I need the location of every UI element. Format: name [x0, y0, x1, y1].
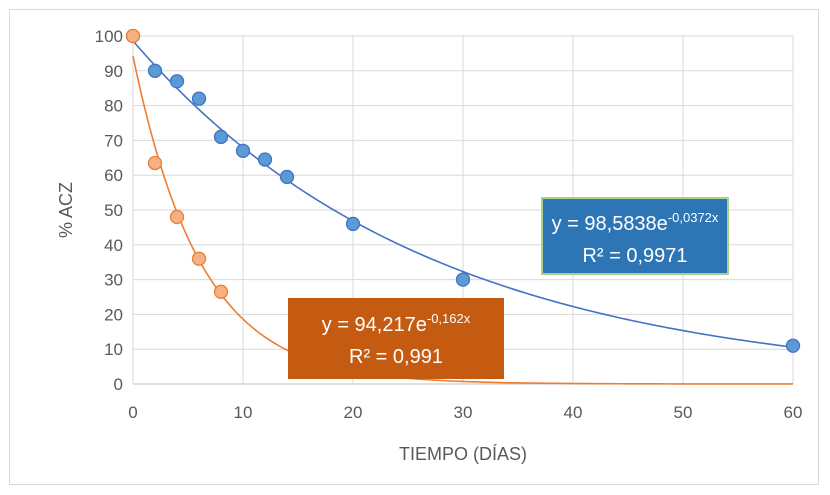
y-tick-label: 30: [104, 271, 123, 290]
tick-labels: 0 10 20 30 40 50 60 70 80 90 100 0 10 20 30 40 50 60: [95, 27, 803, 422]
trendline-labels: y = 98,5838e-0,0372x R² = 0,9971 y = 94,21…: [288, 197, 729, 379]
x-tick-label: 50: [674, 403, 693, 422]
y-tick-label: 50: [104, 201, 123, 220]
data-point: [279, 169, 295, 185]
data-point: [147, 63, 163, 78]
data-point: [455, 272, 471, 287]
trendline-equation: y = 94,217e-0,162x: [322, 311, 471, 336]
y-tick-label: 0: [114, 375, 123, 394]
trendline-label-box: [288, 298, 504, 379]
data-point: [213, 129, 229, 145]
x-tick-label: 10: [234, 403, 253, 422]
data-point: [235, 143, 251, 158]
trendline-label-1: y = 98,5838e-0,0372x R² = 0,9971: [541, 197, 729, 275]
x-tick-label: 0: [128, 403, 137, 422]
data-point: [169, 74, 185, 89]
y-tick-label: 20: [104, 305, 123, 324]
data-point: [785, 338, 801, 353]
y-tick-label: 10: [104, 340, 123, 359]
y-tick-label: 90: [104, 62, 123, 81]
x-tick-label: 30: [454, 403, 473, 422]
data-point: [169, 209, 185, 225]
data-point: [125, 28, 141, 44]
data-point: [213, 284, 229, 299]
data-point: [191, 251, 207, 266]
y-tick-label: 100: [95, 27, 123, 46]
x-tick-label: 20: [344, 403, 363, 422]
y-axis-title: % ACZ: [56, 182, 76, 238]
x-tick-label: 60: [784, 403, 803, 422]
y-tick-label: 60: [104, 166, 123, 185]
data-point: [257, 152, 273, 167]
x-tick-label: 40: [564, 403, 583, 422]
trendline-label-2: y = 94,217e-0,162x R² = 0,991: [288, 298, 504, 379]
y-tick-label: 40: [104, 236, 123, 255]
trendline-2: [132, 55, 793, 385]
data-point: [345, 216, 361, 232]
data-points: [125, 28, 801, 353]
y-tick-label: 80: [104, 97, 123, 116]
trendline-equation: y = 98,5838e-0,0372x: [552, 210, 719, 235]
trendline-r2: R² = 0,991: [349, 346, 443, 368]
data-point: [191, 91, 207, 106]
x-axis-title: TIEMPO (DÍAS): [399, 444, 527, 464]
y-tick-label: 70: [104, 131, 123, 150]
data-point: [147, 155, 163, 171]
trendline-label-box: [541, 197, 729, 275]
trendline-r2: R² = 0,9971: [582, 245, 687, 267]
